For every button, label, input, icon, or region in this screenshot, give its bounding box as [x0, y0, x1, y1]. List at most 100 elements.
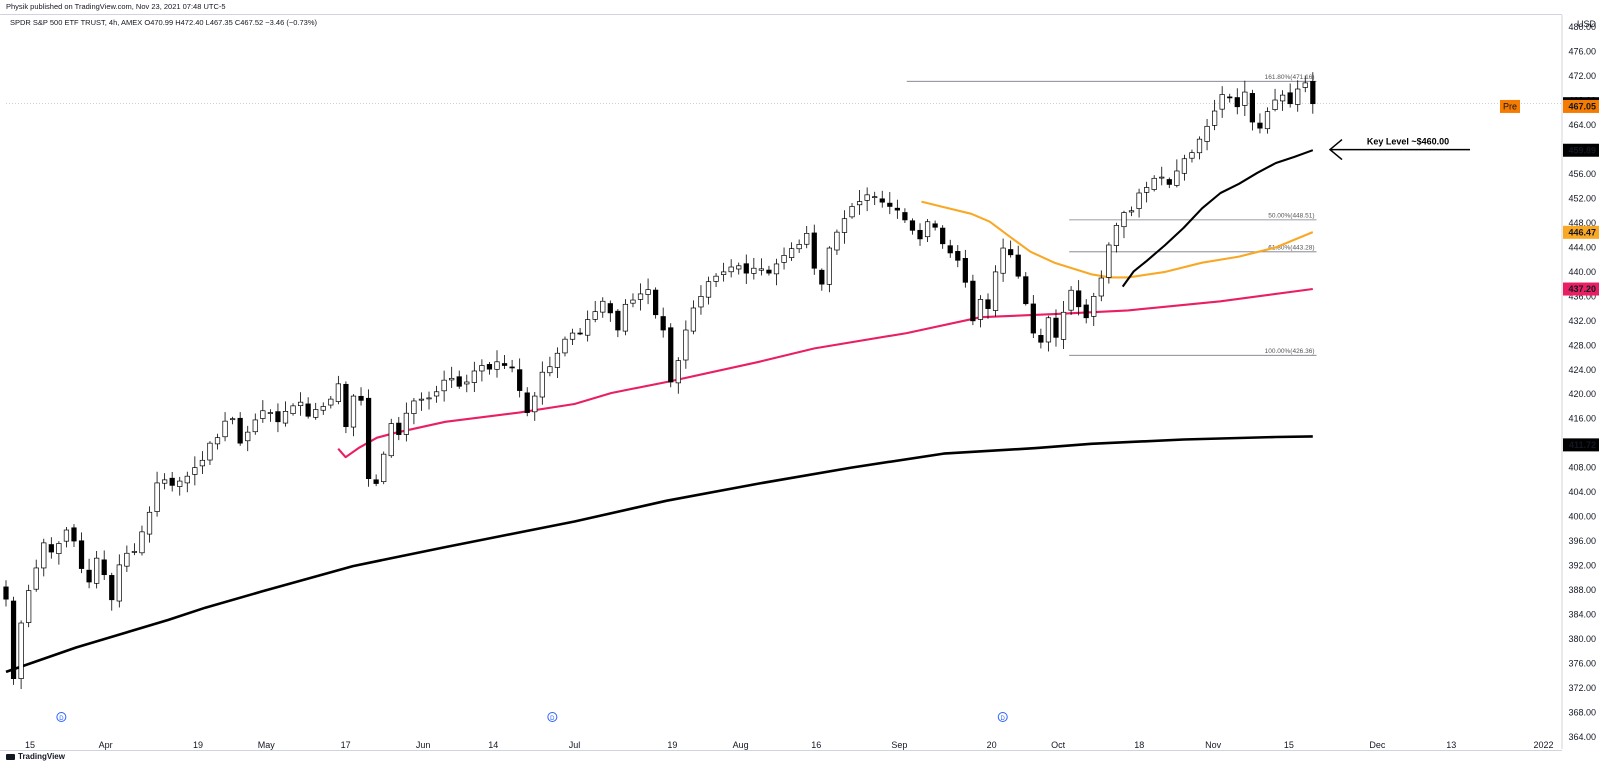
price-chart[interactable]: 364.00 368.00 372.00 376.00 380.00 384.00 388.… — [0, 15, 1600, 755]
candle-body — [33, 567, 39, 590]
candle-body — [849, 206, 855, 218]
moving-average-sma100 — [337, 287, 1313, 459]
candle-body — [71, 527, 77, 542]
candle-body — [267, 412, 274, 414]
candle-body — [441, 379, 447, 392]
candle-body — [1023, 276, 1029, 305]
candle-body — [320, 406, 326, 411]
candle-body — [819, 269, 825, 285]
candle-body — [426, 397, 432, 400]
x-tick-label: 13 — [1446, 740, 1456, 750]
y-tick-label: 444.00 — [1568, 242, 1596, 252]
candle-body — [494, 361, 500, 370]
candle-body — [63, 529, 70, 542]
x-tick-label: 18 — [1134, 740, 1144, 750]
candle-body — [26, 590, 32, 623]
candle-body — [690, 307, 697, 332]
candle-body — [509, 366, 515, 369]
x-tick-label: 14 — [488, 740, 498, 750]
moving-average-sma200 — [5, 435, 1313, 674]
candle-body — [464, 381, 470, 385]
candle-body — [539, 371, 545, 398]
candle-body — [751, 267, 757, 274]
x-tick-label: Nov — [1205, 740, 1222, 750]
candle-body — [1227, 96, 1233, 99]
candle-body — [1038, 335, 1044, 343]
candle-body — [1144, 187, 1150, 193]
candle-body — [698, 296, 704, 308]
ma-label-sma20-box — [1563, 143, 1599, 157]
candle-body — [834, 231, 840, 251]
candle-body — [660, 316, 666, 331]
y-tick-label: 372.00 — [1568, 683, 1596, 693]
ma-label-sma100-box — [1563, 282, 1599, 296]
candle-body — [199, 459, 206, 467]
ma-label-sma200-box — [1563, 438, 1599, 452]
candle-body — [396, 422, 402, 435]
candle-body — [788, 248, 795, 258]
candle-body — [766, 269, 772, 274]
candle-body — [705, 281, 712, 298]
ma-label-sma50-box — [1563, 225, 1599, 239]
candle-body — [773, 263, 780, 275]
candle-body — [237, 417, 243, 444]
candle-body — [856, 201, 863, 206]
candle-body — [109, 575, 115, 601]
dividend-marker — [997, 712, 1008, 722]
y-tick-label: 464.00 — [1568, 120, 1596, 130]
candle-body — [1068, 289, 1074, 311]
candle-body — [94, 557, 100, 584]
candle-body — [1242, 91, 1248, 106]
candle-body — [577, 332, 583, 335]
y-tick-label: 432.00 — [1568, 316, 1596, 326]
candle-body — [229, 418, 236, 421]
candle-body — [864, 194, 870, 201]
candle-body — [1136, 192, 1142, 209]
fib-level-label: 50.00%(448.51) — [1268, 212, 1314, 219]
candle-body — [1151, 177, 1157, 190]
candle-body — [411, 400, 417, 414]
candle-body — [78, 540, 85, 569]
candle-body — [977, 299, 984, 320]
candle-body — [894, 207, 900, 211]
candle-body — [713, 275, 719, 282]
y-tick-label: 476.00 — [1568, 47, 1596, 57]
premarket-box — [1563, 99, 1599, 113]
candle-body — [1053, 317, 1059, 338]
x-tick-label: 15 — [1284, 740, 1294, 750]
chart-area[interactable]: 364.00 368.00 372.00 376.00 380.00 384.00 388.… — [0, 14, 1600, 751]
candle-body — [456, 376, 462, 387]
currency-label: USD — [1577, 19, 1597, 29]
candle-body — [569, 332, 576, 340]
candle-body — [1174, 170, 1180, 186]
candle-body — [1189, 152, 1195, 159]
candle-body — [1015, 254, 1021, 277]
candle-body — [1083, 304, 1089, 319]
candle-body — [343, 383, 349, 428]
candle-body — [637, 293, 644, 300]
candle-body — [146, 511, 153, 535]
candle-body — [532, 395, 538, 413]
symbol-info: SPDR S&P 500 ETF TRUST, 4h, AMEX O470.99… — [10, 18, 317, 27]
candle-body — [992, 271, 999, 311]
x-tick-label: May — [258, 740, 276, 750]
candle-body — [1030, 303, 1036, 334]
x-tick-label: Dec — [1369, 740, 1386, 750]
candle-body — [86, 569, 92, 583]
candle-body — [645, 289, 651, 295]
candle-body — [1212, 110, 1218, 126]
publisher-line: Physik published on TradingView.com, Nov… — [6, 2, 226, 11]
ma-label-sma20-value: 459.89 — [1568, 145, 1596, 155]
candle-body — [554, 352, 561, 368]
y-tick-label: 456.00 — [1568, 169, 1596, 179]
candle-body — [1181, 158, 1188, 174]
y-tick-label: 452.00 — [1568, 194, 1596, 204]
premarket-tag-label: Pre — [1503, 102, 1517, 112]
candle-body — [909, 220, 916, 231]
candle-body — [350, 395, 357, 428]
y-tick-label: 436.00 — [1568, 291, 1596, 301]
candle-body — [955, 251, 961, 261]
candle-body — [1249, 93, 1256, 123]
fib-level-label: 161.80%(471.16) — [1265, 74, 1315, 81]
candle-body — [562, 338, 568, 354]
